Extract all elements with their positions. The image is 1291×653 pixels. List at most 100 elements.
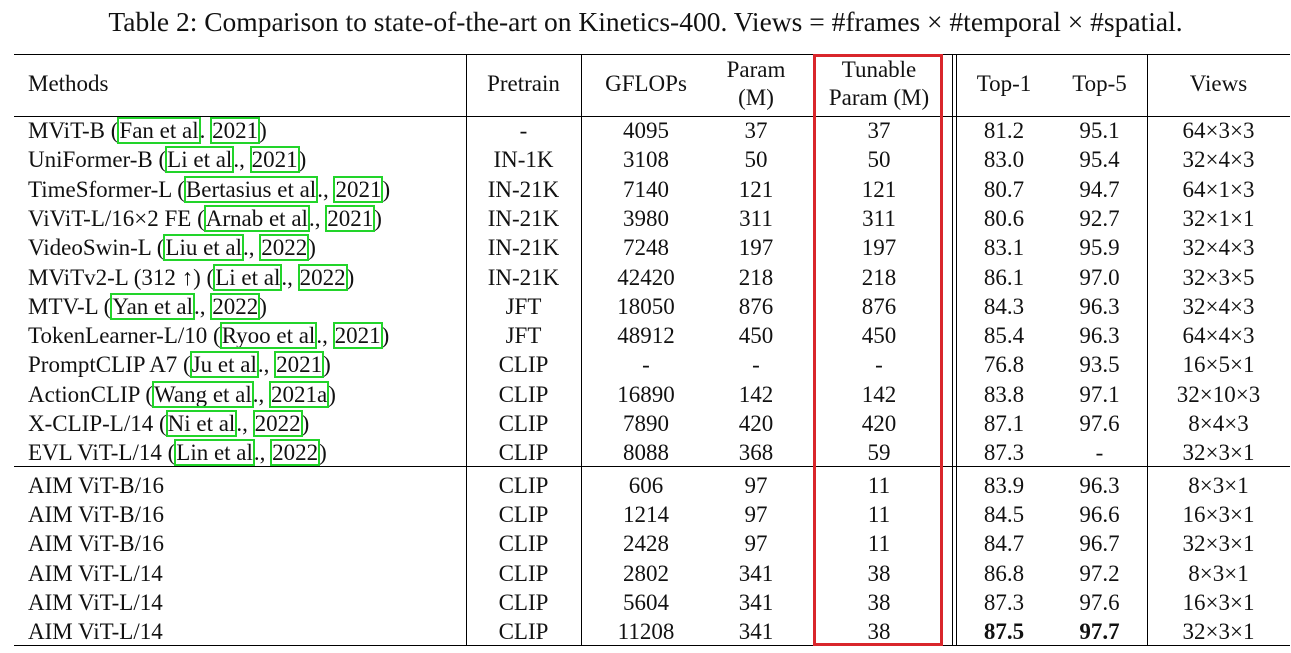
views-cell: 32×4×3 bbox=[1182, 235, 1255, 261]
top1-cell: 86.1 bbox=[983, 264, 1025, 290]
citation-year[interactable]: 2021 bbox=[274, 351, 325, 379]
citation-year[interactable]: 2021 bbox=[249, 146, 300, 174]
views-cell: 32×1×1 bbox=[1182, 205, 1255, 231]
table-row: MTV-L (Yan et al., 2022) JFT 18050 876 876 84… bbox=[14, 292, 1290, 321]
top5-cell: 93.5 bbox=[1079, 352, 1120, 378]
table-row: AIM ViT-L/14 CLIP 11208 341 38 87.5 97.7 32×3×1 bbox=[14, 617, 1290, 646]
citation-separator: ., bbox=[233, 147, 251, 173]
header-gflops: GFLOPs bbox=[605, 71, 687, 96]
top1-cell: 80.7 bbox=[983, 176, 1025, 202]
views-cell: 64×3×3 bbox=[1182, 118, 1255, 143]
citation-year[interactable]: 2021 bbox=[210, 117, 261, 144]
top5-cell: 97.1 bbox=[1079, 381, 1120, 407]
gflops-cell: 7890 bbox=[623, 411, 669, 436]
method-name: MViTv2-L (312 ↑) ( bbox=[28, 264, 215, 290]
table-row: TokenLearner-L/10 (Ryoo et al., 2021) JFT… bbox=[14, 321, 1290, 350]
method-name: AIM ViT-B/16 bbox=[28, 531, 165, 557]
top1-cell: 83.8 bbox=[983, 381, 1025, 407]
param-cell: 218 bbox=[738, 264, 774, 290]
citation-author[interactable]: Li et al bbox=[165, 146, 235, 174]
header-param: Param (M) bbox=[711, 56, 801, 112]
method-cell: TokenLearner-L/10 (Ryoo et al., 2021) bbox=[28, 321, 389, 350]
method-cell: AIM ViT-L/14 bbox=[28, 588, 163, 617]
top1-cell: 87.1 bbox=[983, 411, 1025, 436]
citation-year[interactable]: 2022 bbox=[297, 263, 348, 291]
views-cell: 16×3×1 bbox=[1182, 501, 1255, 527]
citation-separator: ., bbox=[253, 440, 272, 466]
citation-author[interactable]: Ju et al bbox=[189, 351, 259, 379]
citation-author[interactable]: Lin et al bbox=[174, 439, 255, 467]
top5-cell: 96.3 bbox=[1079, 472, 1120, 498]
table-row: ActionCLIP (Wang et al., 2021a) CLIP 16890… bbox=[14, 380, 1290, 409]
param-cell: - bbox=[752, 352, 760, 378]
citation-year[interactable]: 2022 bbox=[259, 234, 310, 262]
citation-close: ) bbox=[308, 235, 316, 261]
citation-author[interactable]: Yan et al bbox=[110, 292, 195, 320]
pretrain-cell: CLIP bbox=[498, 411, 549, 436]
tunable-cell: 311 bbox=[862, 205, 896, 231]
citation-author[interactable]: Wang et al bbox=[152, 380, 254, 408]
col-divider bbox=[956, 54, 957, 646]
method-name: AIM ViT-B/16 bbox=[28, 472, 165, 498]
table-row: AIM ViT-B/16 CLIP 1214 97 11 84.5 96.6 16×3×1 bbox=[14, 500, 1290, 529]
pretrain-cell: CLIP bbox=[498, 472, 549, 498]
method-name: VideoSwin-L ( bbox=[28, 235, 165, 261]
citation-author[interactable]: Ni et al bbox=[165, 410, 238, 437]
tunable-cell: 11 bbox=[867, 472, 891, 498]
citation-close: ) bbox=[328, 381, 336, 407]
citation-author[interactable]: Arnab et al bbox=[203, 204, 310, 232]
header-top5: Top-5 bbox=[1072, 71, 1127, 96]
citation-year[interactable]: 2021a bbox=[269, 380, 330, 408]
tunable-cell: 420 bbox=[861, 411, 897, 436]
method-cell: X-CLIP-L/14 (Ni et al., 2022) bbox=[28, 409, 309, 438]
citation-author[interactable]: Liu et al bbox=[163, 234, 245, 262]
tunable-cell: 142 bbox=[861, 381, 897, 407]
citation-separator: ., bbox=[236, 411, 254, 436]
method-cell: EVL ViT-L/14 (Lin et al., 2022) bbox=[28, 438, 327, 467]
col-divider bbox=[581, 54, 582, 646]
table-row: EVL ViT-L/14 (Lin et al., 2022) CLIP 8088 3… bbox=[14, 438, 1290, 467]
citation-author[interactable]: Fan et al bbox=[117, 117, 201, 144]
param-cell: 197 bbox=[738, 235, 774, 261]
citation-author[interactable]: Li et al bbox=[213, 263, 283, 291]
citation-year[interactable]: 2021 bbox=[325, 204, 376, 232]
citation-year[interactable]: 2022 bbox=[210, 292, 261, 320]
method-name: MTV-L ( bbox=[28, 293, 112, 319]
views-cell: 32×3×1 bbox=[1182, 440, 1255, 466]
top1-cell: 83.9 bbox=[983, 472, 1025, 498]
header-tunable: Tunable Param (M) bbox=[814, 56, 944, 112]
table-row: MViT-B (Fan et al. 2021) - 4095 37 37 81.2 95.… bbox=[14, 116, 1290, 145]
method-name: PromptCLIP A7 ( bbox=[28, 352, 191, 378]
citation-author[interactable]: Bertasius et al bbox=[183, 175, 319, 203]
views-cell: 8×3×1 bbox=[1188, 472, 1249, 498]
tunable-cell: 11 bbox=[867, 531, 891, 557]
pretrain-cell: CLIP bbox=[498, 381, 549, 407]
top1-cell: 87.3 bbox=[983, 440, 1025, 466]
citation-close: ) bbox=[381, 323, 390, 349]
citation-year[interactable]: 2021 bbox=[332, 322, 383, 350]
views-cell: 8×4×3 bbox=[1188, 411, 1249, 436]
param-cell: 420 bbox=[738, 411, 774, 436]
gflops-cell: 1214 bbox=[623, 501, 669, 527]
citation-year[interactable]: 2022 bbox=[252, 410, 303, 437]
top5-cell: 92.7 bbox=[1079, 205, 1120, 231]
citation-close: ) bbox=[259, 293, 267, 319]
param-cell: 121 bbox=[738, 176, 774, 202]
top1-cell: 87.3 bbox=[983, 589, 1025, 615]
citation-author[interactable]: Ryoo et al bbox=[219, 322, 318, 350]
views-cell: 8×3×1 bbox=[1188, 560, 1249, 586]
method-cell: AIM ViT-L/14 bbox=[28, 559, 163, 588]
top1-cell: 80.6 bbox=[983, 205, 1025, 231]
top1-cell: 85.4 bbox=[983, 323, 1025, 349]
top5-cell: 96.7 bbox=[1079, 531, 1120, 557]
pretrain-cell: JFT bbox=[505, 323, 542, 349]
method-name: X-CLIP-L/14 ( bbox=[28, 411, 167, 436]
pretrain-cell: CLIP bbox=[498, 531, 549, 557]
header-tunable-line2: Param (M) bbox=[828, 85, 930, 110]
pretrain-cell: CLIP bbox=[498, 352, 549, 378]
pretrain-cell: IN-1K bbox=[493, 147, 554, 173]
citation-year[interactable]: 2022 bbox=[270, 439, 321, 467]
citation-year[interactable]: 2021 bbox=[333, 175, 384, 203]
table-row: TimeSformer-L (Bertasius et al., 2021) IN… bbox=[14, 175, 1290, 204]
pretrain-cell: IN-21K bbox=[487, 205, 560, 231]
